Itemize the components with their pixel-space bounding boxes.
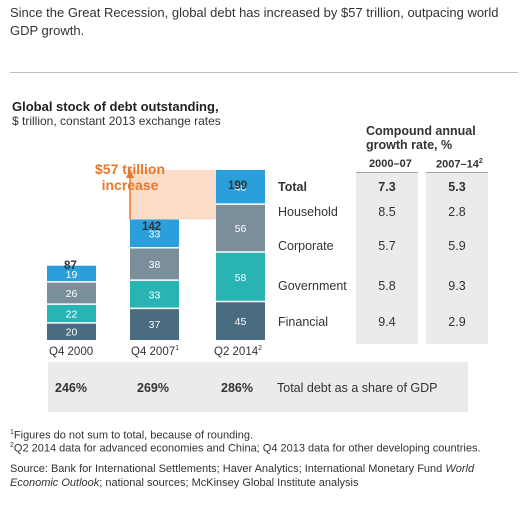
- row-label-total: Total: [278, 180, 307, 194]
- bar-value-government-q4-2007: 33: [149, 289, 161, 301]
- cagr-household-2007-14: 2.8: [448, 205, 466, 219]
- bar-corporate-q4-2000: [47, 281, 96, 305]
- source-note: Source: Bank for International Settlemen…: [10, 463, 475, 489]
- bar-value-corporate-q4-2007: 38: [149, 259, 161, 271]
- bar-total-q4-2000: 87: [64, 260, 77, 272]
- bar-value-household-q4-2000: 19: [66, 269, 78, 281]
- bar-value-household-q2-2014: 40: [235, 182, 247, 194]
- cagr-col1-band: [356, 172, 418, 344]
- cagr-title-line1: Compound annual: [366, 124, 476, 138]
- cagr-title: Compound annual growth rate, %: [366, 124, 476, 152]
- divider: [10, 72, 518, 73]
- cagr-total-2007-14: 5.3: [448, 180, 466, 194]
- increase-arrow-head: [126, 168, 134, 178]
- bar-household-q4-2007: [130, 219, 179, 248]
- increase-annotation-line1: $57 trillion: [95, 161, 166, 177]
- x-label-q4-2007: Q4 20071: [131, 345, 180, 358]
- chart-subtitle: $ trillion, constant 2013 exchange rates: [12, 114, 221, 128]
- cagr-col2-header: 2007–142: [436, 158, 483, 171]
- chart-title: Global stock of debt outstanding,: [12, 99, 219, 114]
- gdp-share-q4-2000: 246%: [55, 381, 87, 395]
- cagr-col1-header: 2000–07: [369, 158, 412, 170]
- bar-value-financial-q2-2014: 45: [235, 316, 247, 328]
- bar-value-financial-q4-2000: 20: [66, 326, 78, 338]
- cagr-corporate-2000-07: 5.7: [378, 239, 396, 253]
- gdp-share-q2-2014: 286%: [221, 381, 253, 395]
- bar-government-q4-2000: [47, 304, 96, 323]
- footnote-2: 2Q2 2014 data for advanced economies and…: [10, 442, 481, 455]
- bar-household-q2-2014: [216, 169, 265, 205]
- cagr-col2-rule: [426, 172, 488, 173]
- increase-band: [130, 169, 216, 220]
- bar-financial-q2-2014: [216, 301, 265, 340]
- bar-value-financial-q4-2007: 37: [149, 319, 161, 331]
- bar-value-government-q4-2000: 22: [66, 309, 78, 321]
- increase-annotation-line2: increase: [101, 177, 159, 193]
- cagr-government-2007-14: 9.3: [448, 279, 466, 293]
- increase-annotation: $57 trillion increase: [95, 161, 165, 193]
- cagr-financial-2007-14: 2.9: [448, 315, 466, 329]
- bar-household-q4-2000: [47, 265, 96, 282]
- gdp-share-band: [48, 362, 468, 412]
- footnote-1: 1Figures do not sum to total, because of…: [10, 429, 253, 442]
- bar-value-government-q2-2014: 58: [235, 272, 247, 284]
- gdp-share-label: Total debt as a share of GDP: [277, 381, 438, 395]
- x-label-q4-2000: Q4 2000: [49, 345, 94, 358]
- bar-corporate-q4-2007: [130, 247, 179, 281]
- cagr-government-2000-07: 5.8: [378, 279, 396, 293]
- row-label-household: Household: [278, 205, 338, 219]
- bar-value-corporate-q4-2000: 26: [66, 288, 78, 300]
- cagr-col2-band: [426, 172, 488, 344]
- row-label-financial: Financial: [278, 315, 329, 329]
- bar-value-household-q4-2007: 33: [149, 229, 161, 241]
- bar-corporate-q2-2014: [216, 204, 265, 252]
- cagr-total-2000-07: 7.3: [378, 180, 396, 194]
- gdp-share-q4-2007: 269%: [137, 381, 169, 395]
- bar-government-q4-2007: [130, 280, 179, 309]
- x-label-q2-2014: Q2 20142: [214, 345, 263, 358]
- intro-text: Since the Great Recession, global debt h…: [10, 5, 499, 38]
- cagr-title-line2: growth rate, %: [366, 138, 453, 152]
- cagr-corporate-2007-14: 5.9: [448, 239, 466, 253]
- bar-financial-q4-2000: [47, 322, 96, 340]
- row-label-government: Government: [278, 279, 347, 293]
- bar-financial-q4-2007: [130, 308, 179, 340]
- cagr-col1-rule: [356, 172, 418, 173]
- cagr-financial-2000-07: 9.4: [378, 315, 396, 329]
- cagr-household-2000-07: 8.5: [378, 205, 396, 219]
- bar-government-q2-2014: [216, 251, 265, 302]
- row-label-corporate: Corporate: [278, 239, 334, 253]
- bar-value-corporate-q2-2014: 56: [235, 223, 247, 235]
- bar-total-q4-2007: 142: [142, 221, 162, 233]
- bar-total-q2-2014: 199: [228, 180, 248, 192]
